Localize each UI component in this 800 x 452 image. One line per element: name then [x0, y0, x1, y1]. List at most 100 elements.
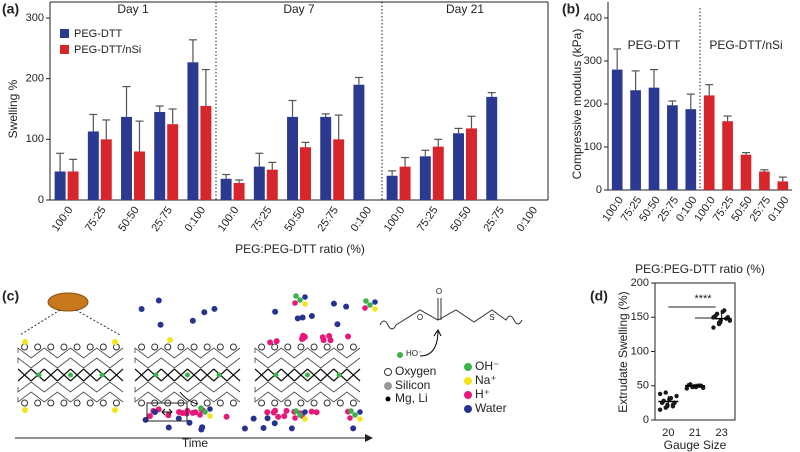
- legend-marker: [385, 396, 391, 402]
- legend-marker: [384, 382, 392, 390]
- y-axis-label: Compressive modulus (kPa): [570, 29, 584, 180]
- legend-label: H⁺: [475, 387, 490, 401]
- water: [186, 419, 193, 426]
- x-tick-label: 25:75: [481, 205, 507, 234]
- oxygen: [177, 343, 185, 351]
- y-tick-label: 50: [637, 380, 649, 392]
- y-tick-label: 200: [26, 73, 44, 85]
- oxygen: [99, 399, 107, 407]
- bar: [486, 96, 498, 200]
- lattice-layer: [254, 347, 361, 359]
- x-tick-label: 0:100: [515, 205, 541, 234]
- oxygen: [216, 399, 224, 407]
- ion-cluster: [292, 300, 298, 306]
- lattice-layer: [134, 357, 241, 369]
- hydroxide: [336, 372, 342, 378]
- legend-marker: [464, 377, 472, 385]
- bar: [648, 87, 660, 190]
- water: [294, 315, 301, 322]
- data-point: [722, 308, 727, 313]
- x-tick-label: 0:100: [349, 205, 375, 234]
- oxygen: [284, 399, 292, 407]
- hydroxide: [397, 352, 403, 358]
- ion-cluster: [352, 412, 358, 418]
- lattice-bond: [293, 368, 308, 382]
- oxygen: [284, 343, 292, 351]
- oxygen: [73, 343, 81, 351]
- bar: [187, 62, 199, 200]
- y-tick-label: 150: [631, 311, 649, 323]
- bar: [320, 116, 332, 200]
- x-tick-label: 75:25: [415, 205, 441, 234]
- y-axis-label: Extrudate Swelling (%): [616, 291, 630, 412]
- y-tick-label: 0: [643, 414, 649, 426]
- legend-marker: [464, 363, 472, 371]
- ion-cluster: [347, 415, 353, 421]
- y-tick-label: 0: [38, 194, 44, 206]
- legend-label: OH⁻: [475, 359, 499, 373]
- proton: [176, 409, 182, 415]
- y-tick-label: 100: [631, 345, 649, 357]
- group-label: PEG-DTT: [628, 38, 681, 52]
- lattice-layer: [254, 381, 361, 393]
- ion-cluster: [372, 299, 378, 305]
- water: [155, 297, 162, 304]
- water: [250, 415, 257, 422]
- water: [165, 424, 172, 431]
- proton: [264, 409, 271, 416]
- panel-label: (a): [2, 1, 19, 17]
- particle: [47, 292, 89, 312]
- data-point: [663, 390, 668, 395]
- legend-swatch: [60, 45, 69, 54]
- water: [299, 314, 306, 321]
- bar: [759, 171, 770, 190]
- bar: [54, 171, 66, 200]
- panel-label: (c): [2, 288, 19, 304]
- bar: [333, 139, 345, 200]
- proton: [281, 413, 288, 420]
- x-axis-label: PEG:PEG-DTT ratio (%): [635, 262, 765, 276]
- water: [288, 425, 295, 432]
- oxygen: [323, 343, 331, 351]
- oxygen: [216, 343, 224, 351]
- group-label: Day 7: [283, 2, 315, 16]
- data-point: [670, 404, 676, 409]
- legend-marker: [464, 391, 472, 399]
- legend-label: Water: [475, 401, 507, 415]
- oxygen: [47, 343, 55, 351]
- time-label: Time: [182, 436, 209, 450]
- molecule-backbone: [379, 309, 523, 330]
- proton: [308, 408, 315, 415]
- lattice-bond: [43, 368, 58, 382]
- group-label: PEG-DTT/nSi: [709, 38, 782, 52]
- atom-label: S: [489, 313, 494, 322]
- lattice-bond: [109, 368, 124, 382]
- legend-label: Oxygen: [395, 364, 436, 378]
- x-tick-label: 100:0: [50, 205, 76, 234]
- proton: [320, 337, 327, 344]
- lattice-layer: [134, 381, 241, 393]
- bar: [432, 146, 444, 200]
- bar: [87, 131, 99, 200]
- oxygen: [73, 399, 81, 407]
- x-axis-label: Gauge Size: [664, 438, 727, 452]
- x-tick-label: 25:75: [149, 205, 175, 234]
- oxygen: [310, 343, 318, 351]
- oxygen: [60, 399, 68, 407]
- lattice-bond: [187, 368, 202, 382]
- hydroxide: [36, 372, 42, 378]
- lattice-bond: [70, 368, 85, 382]
- bar: [685, 109, 697, 190]
- lattice-layer: [17, 391, 124, 403]
- x-tick-label: 21: [689, 427, 701, 439]
- lattice-bond: [83, 368, 98, 382]
- legend-label: PEG-DTT: [74, 28, 123, 40]
- sodium: [112, 407, 118, 413]
- lattice-layer: [17, 347, 124, 359]
- x-tick-label: 50:50: [282, 205, 308, 234]
- panel-label: (d): [590, 288, 608, 304]
- lattice-layer: [134, 347, 241, 359]
- bar: [121, 116, 132, 200]
- bar: [200, 105, 212, 200]
